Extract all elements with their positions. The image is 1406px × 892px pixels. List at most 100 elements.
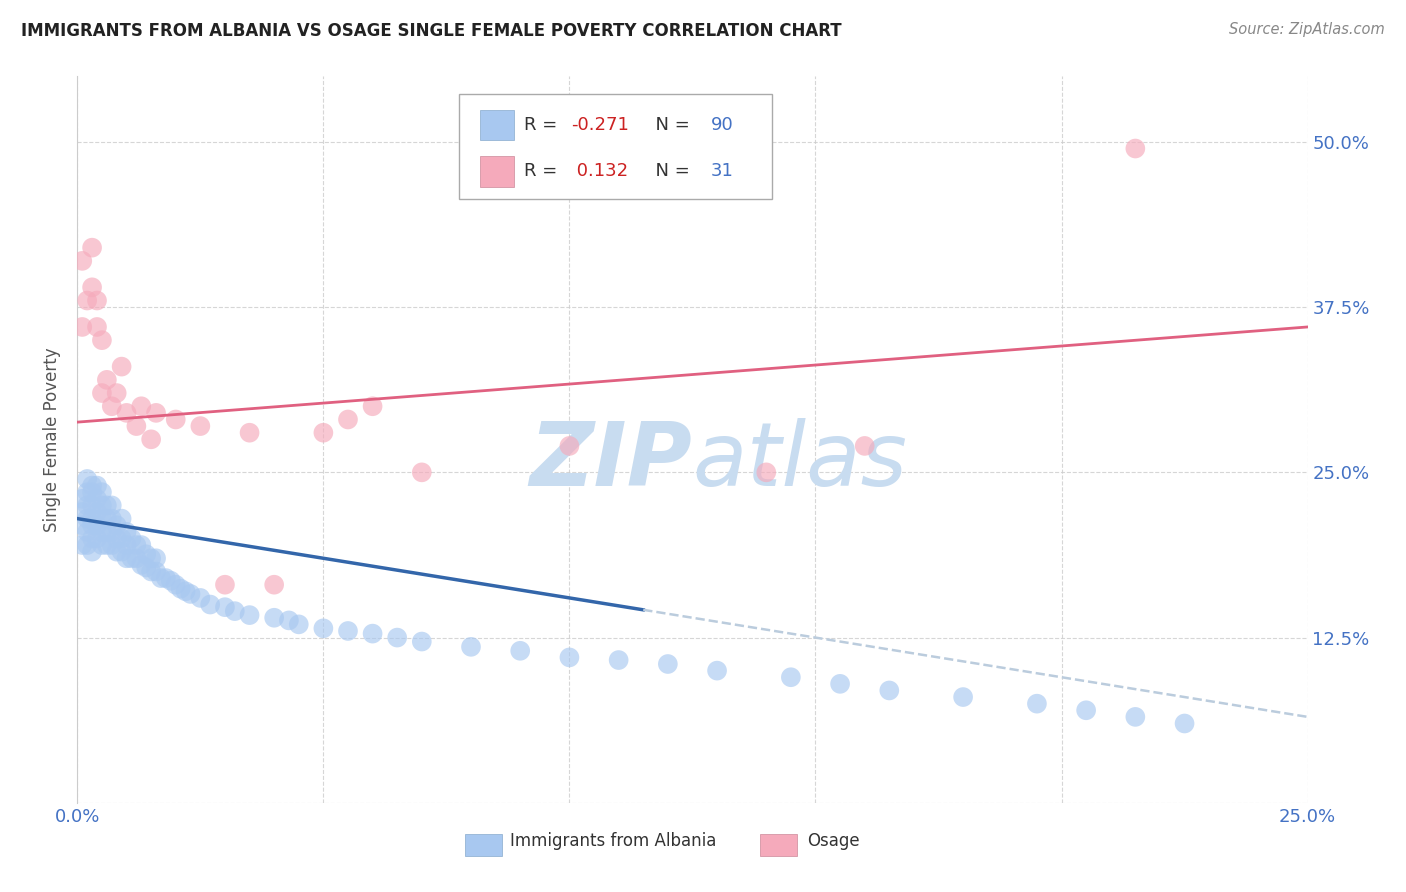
Point [165,412,187,426]
Point [145,551,167,566]
Point [263,578,285,592]
Point [96,524,118,539]
Point [558,650,581,665]
Point [90,499,114,513]
Point [214,578,236,592]
Point [141,551,163,566]
Point [90,386,114,401]
Point [96,373,118,387]
Point [830,677,852,691]
Point [90,524,114,539]
Point [278,614,301,628]
Point [82,478,104,492]
Point [214,600,236,615]
Point [239,425,262,440]
Point [460,640,482,654]
Point [165,578,187,592]
Text: N =: N = [644,116,696,134]
Point [90,485,114,500]
Point [558,439,581,453]
Point [96,499,118,513]
Point [82,280,104,294]
Point [70,505,93,519]
Bar [761,834,797,855]
Point [101,538,124,552]
Point [96,511,118,525]
Point [879,683,901,698]
Point [607,653,630,667]
Text: Immigrants from Albania: Immigrants from Albania [510,832,717,850]
Point [145,406,167,420]
Point [135,547,157,561]
Point [188,419,212,434]
Point [411,466,433,480]
Point [105,532,128,546]
Point [86,293,108,308]
Point [125,551,148,566]
Point [115,538,138,552]
Point [82,532,104,546]
Point [82,544,104,558]
Point [1026,697,1049,711]
Point [160,574,183,588]
Point [361,399,384,413]
Point [312,425,335,440]
Point [853,439,876,453]
Point [135,560,157,574]
Text: atlas: atlas [693,418,907,504]
Point [1076,703,1098,717]
Point [145,565,167,579]
Text: N =: N = [644,162,696,180]
Point [70,320,93,334]
Point [115,551,138,566]
Point [125,419,148,434]
Point [70,253,93,268]
Point [263,611,285,625]
Point [125,538,148,552]
Text: 90: 90 [711,116,734,134]
Point [657,657,679,671]
Point [111,544,132,558]
Point [76,472,98,486]
Bar [479,110,515,140]
Point [70,538,93,552]
Point [76,524,98,539]
Point [121,551,143,566]
Point [86,518,108,533]
Point [82,511,104,525]
Point [76,511,98,525]
Point [86,478,108,492]
Point [411,634,433,648]
Point [385,631,409,645]
Point [90,538,114,552]
Point [509,644,531,658]
Point [239,608,262,623]
Point [1174,716,1197,731]
Point [76,499,98,513]
Point [180,587,202,601]
Point [101,399,124,413]
Point [780,670,803,684]
Point [86,532,108,546]
Bar [465,834,502,855]
Point [952,690,974,704]
Point [150,571,173,585]
Point [200,598,222,612]
Point [755,466,778,480]
Point [129,558,153,572]
Point [337,624,360,638]
Text: -0.271: -0.271 [571,116,628,134]
Point [101,524,124,539]
Point [105,518,128,533]
Point [111,532,132,546]
Point [288,617,311,632]
Point [90,333,114,347]
Point [82,485,104,500]
Point [115,524,138,539]
Text: ZIP: ZIP [530,417,693,505]
Point [82,241,104,255]
Point [96,538,118,552]
Point [706,664,728,678]
Point [70,518,93,533]
Point [312,621,335,635]
